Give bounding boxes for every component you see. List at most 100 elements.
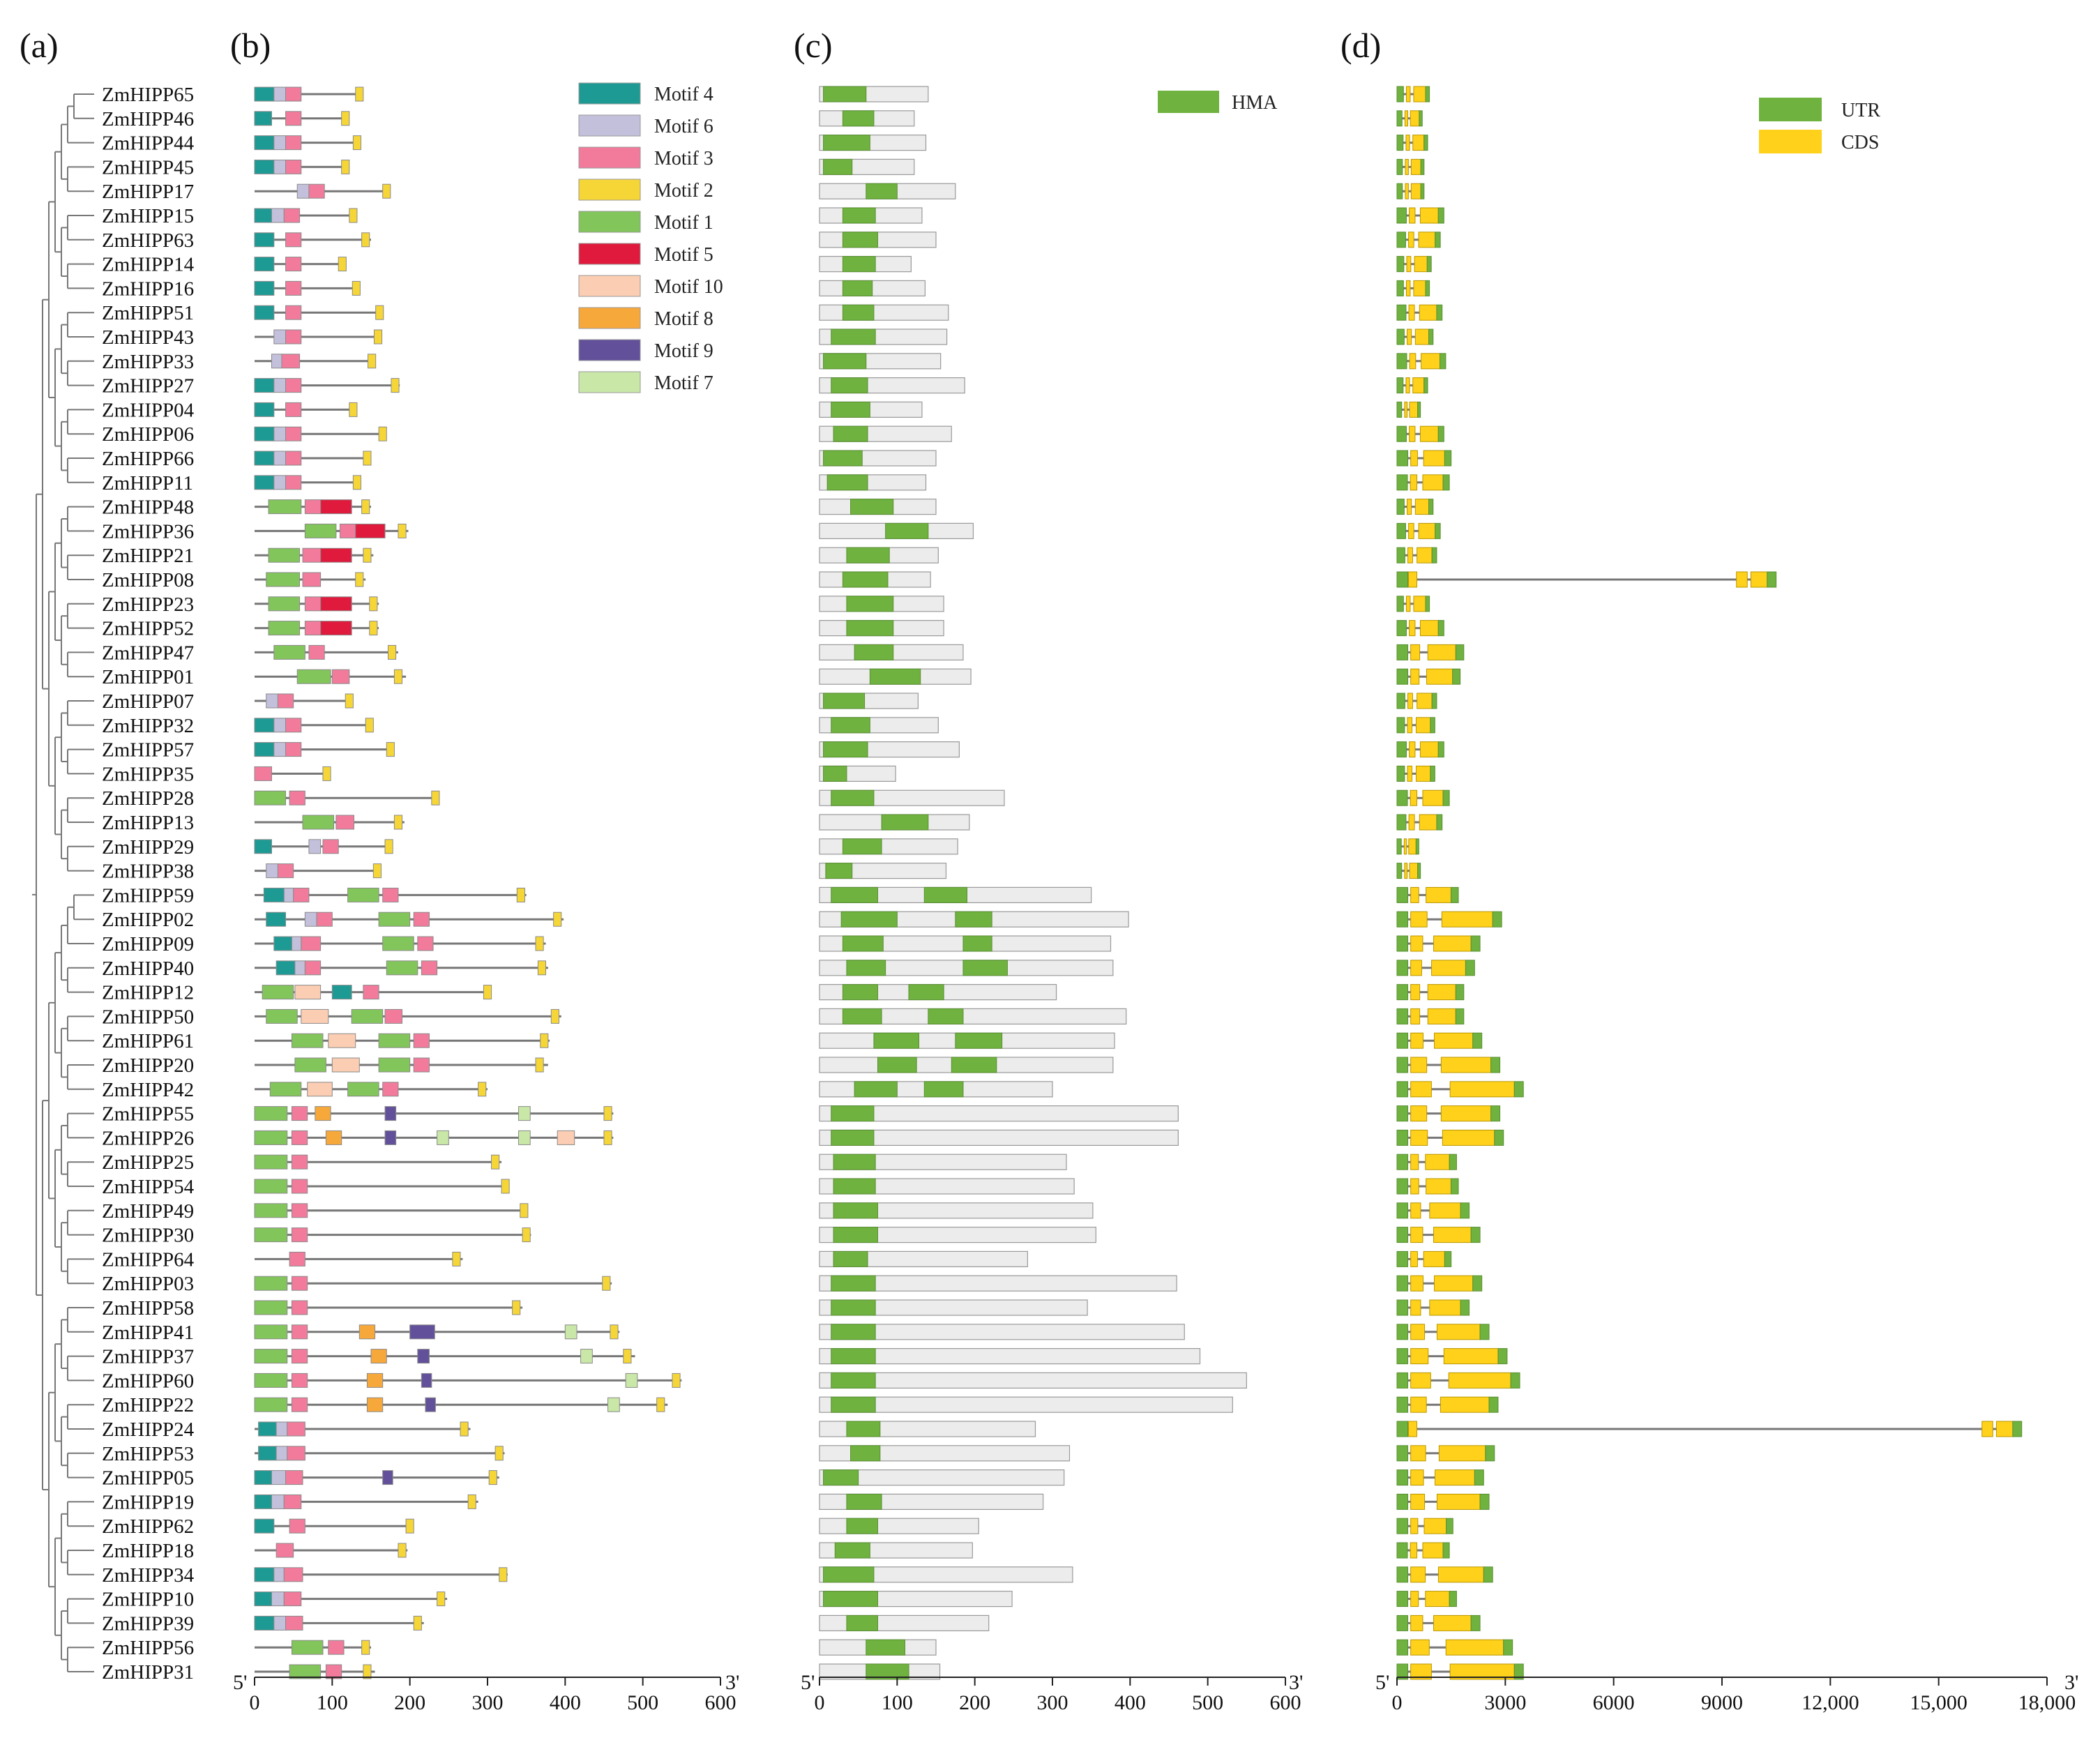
- hma-domain: [823, 1566, 875, 1583]
- hma-domain: [846, 596, 894, 612]
- motif-box-m1: [254, 1227, 288, 1243]
- utr-box: [1396, 1299, 1409, 1316]
- hma-domain: [840, 911, 898, 928]
- utr-box: [1442, 474, 1450, 491]
- motif-box-m4: [258, 1421, 277, 1437]
- cds-box: [1410, 1202, 1421, 1219]
- motif-box-m3: [363, 985, 379, 1000]
- gene-name: ZmHIPP17: [102, 181, 194, 203]
- motif-box-m1: [254, 790, 287, 806]
- gene-name: ZmHIPP02: [102, 909, 194, 931]
- gene-name: ZmHIPP48: [102, 497, 194, 519]
- hma-domain: [831, 401, 870, 418]
- utr-box: [1442, 789, 1450, 806]
- motif-box-m3: [308, 644, 325, 660]
- gene-name: ZmHIPP14: [102, 254, 195, 276]
- utr-box: [1396, 1372, 1409, 1389]
- legend-label-cds: CDS: [1841, 132, 1879, 153]
- hma-domain: [842, 984, 879, 1001]
- cds-box: [1410, 450, 1418, 467]
- gene-name: ZmHIPP30: [102, 1225, 194, 1247]
- motif-box-m2: [345, 693, 354, 709]
- cds-box: [1431, 960, 1466, 976]
- protein-bar: [819, 1566, 1073, 1583]
- protein-bar: [819, 1250, 1028, 1268]
- utr-box: [1396, 207, 1407, 224]
- hma-domain: [846, 547, 890, 564]
- utr-box: [1449, 1591, 1457, 1608]
- motif-box-m2: [361, 1640, 370, 1655]
- cds-box: [1423, 450, 1445, 467]
- panel-a-label: (a): [20, 26, 59, 65]
- motif-box-m7: [607, 1397, 620, 1412]
- utr-box: [1767, 571, 1777, 588]
- gene-name: ZmHIPP33: [102, 351, 194, 373]
- motif-box-m2: [391, 378, 400, 393]
- legend-label-utr: UTR: [1841, 100, 1880, 121]
- utr-box: [1396, 1493, 1409, 1510]
- motif-box-m8: [366, 1397, 384, 1412]
- cds-box: [1409, 741, 1416, 758]
- motif-box-m1: [266, 572, 301, 587]
- axis-d-tick-label: 0: [1392, 1691, 1403, 1714]
- utr-box: [1396, 1154, 1409, 1170]
- cds-box: [1422, 474, 1444, 491]
- motif-box-m9: [425, 1397, 436, 1412]
- motif-box-m2: [623, 1349, 632, 1364]
- utr-box: [1470, 1227, 1481, 1243]
- gene-name: ZmHIPP52: [102, 618, 194, 640]
- utr-box: [1510, 1372, 1520, 1389]
- motif-box-m3: [291, 1300, 308, 1315]
- cds-box: [1410, 886, 1419, 903]
- motif-box-m1: [254, 1130, 288, 1145]
- axis-c-five-prime: 5': [801, 1671, 815, 1694]
- cds-box: [1410, 1469, 1424, 1486]
- legend-swatch-utr: [1759, 98, 1822, 121]
- cds-box: [1410, 1105, 1428, 1122]
- motif-box-m1: [351, 1008, 384, 1024]
- legend-label-m4: Motif 4: [654, 84, 713, 105]
- motif-box-m2: [393, 669, 403, 684]
- cds-box: [1436, 1493, 1481, 1510]
- utr-box: [1396, 158, 1403, 175]
- motif-box-m6: [271, 208, 285, 223]
- hma-domain: [877, 1057, 917, 1073]
- motif-box-m1: [254, 1300, 288, 1315]
- utr-box: [1396, 1421, 1409, 1437]
- phylogenetic-tree: [32, 93, 94, 1672]
- utr-box: [1396, 1057, 1409, 1073]
- hma-domain: [823, 1469, 859, 1486]
- motif-box-m2: [413, 1615, 422, 1631]
- motif-box-m9: [417, 1349, 430, 1364]
- motif-box-m2: [352, 475, 362, 490]
- cds-box: [1412, 377, 1425, 394]
- hma-domain: [846, 620, 894, 637]
- utr-box: [1396, 814, 1407, 831]
- utr-box: [1479, 1324, 1490, 1340]
- cds-box: [1410, 1614, 1423, 1631]
- hma-domain: [842, 280, 873, 296]
- motif-box-m5: [320, 621, 352, 636]
- gene-name: ZmHIPP39: [102, 1612, 194, 1635]
- cds-box: [1449, 1081, 1515, 1098]
- motif-box-m6: [273, 1567, 285, 1582]
- gene-structure-panel: [1396, 86, 2023, 1680]
- cds-box: [1410, 1639, 1430, 1656]
- utr-box: [1396, 1081, 1409, 1098]
- motif-box-m7: [518, 1130, 531, 1145]
- utr-box: [1503, 1639, 1513, 1656]
- gene-name: ZmHIPP29: [102, 836, 194, 859]
- gene-name: ZmHIPP50: [102, 1006, 194, 1028]
- cds-box: [1418, 522, 1436, 539]
- motif-box-m1: [347, 1082, 379, 1097]
- motif-box-m3: [382, 1082, 399, 1097]
- gene-name: ZmHIPP09: [102, 933, 194, 955]
- motif-box-m3: [285, 305, 302, 320]
- motif-box-m6: [275, 1421, 288, 1437]
- utr-box: [1479, 1493, 1490, 1510]
- utr-box: [1440, 353, 1446, 370]
- motif-box-m2: [384, 839, 393, 854]
- cds-box: [1404, 863, 1408, 879]
- motif-box-m3: [287, 1446, 305, 1461]
- utr-box: [1436, 814, 1443, 831]
